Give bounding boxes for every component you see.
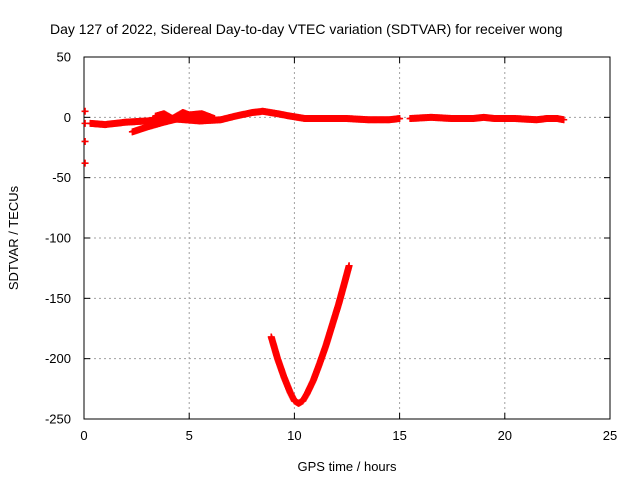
data-point [81,119,89,127]
chart-title: Day 127 of 2022, Sidereal Day-to-day VTE… [50,21,563,37]
x-tick-label: 5 [186,428,193,443]
data-point [396,115,404,123]
series-track-dip [267,262,353,407]
data-point [81,159,89,167]
series-track-edge [81,107,89,167]
axis-ticks: 0 5 10 15 20 25 50 0 -50 -100 -150 -200 -250 [45,50,617,444]
y-tick-label: -150 [45,291,71,306]
y-tick-label: -50 [52,170,71,185]
series-track-bump [152,109,218,123]
y-tick-label: -250 [45,412,71,427]
y-axis-label: SDTVAR / TECUs [6,185,21,290]
x-tick-label: 0 [80,428,87,443]
data-point [81,137,89,145]
x-axis-label: GPS time / hours [298,459,397,474]
data-point [81,107,89,115]
series-track-main [86,107,404,129]
data-points [81,107,568,407]
data-point [345,262,353,270]
x-tick-label: 15 [392,428,406,443]
y-tick-label: -200 [45,351,71,366]
x-tick-label: 20 [498,428,512,443]
x-tick-label: 25 [603,428,617,443]
series-track-late [406,113,568,124]
data-point [210,115,218,123]
y-tick-label: -100 [45,231,71,246]
x-tick-label: 10 [287,428,301,443]
y-tick-label: 0 [64,110,71,125]
data-point [560,116,568,124]
y-tick-label: 50 [57,50,71,65]
